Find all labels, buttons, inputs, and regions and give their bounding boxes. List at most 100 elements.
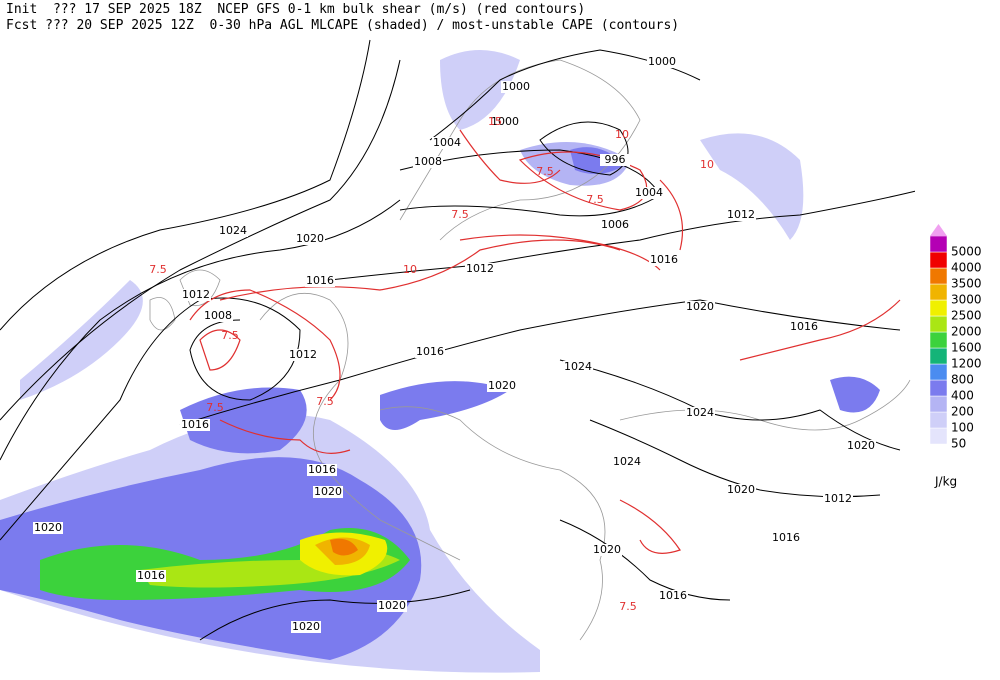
- shear-label: 10: [615, 128, 629, 141]
- isobars: [0, 39, 921, 641]
- isobar-label: 1006: [601, 218, 629, 231]
- label-bg: [218, 225, 248, 237]
- label-bg: [203, 310, 233, 322]
- label-bg: [685, 301, 715, 313]
- label-bg: [726, 484, 756, 496]
- isobar-label: 996: [605, 153, 626, 166]
- isobar-label: 1024: [613, 455, 641, 468]
- legend-label: 100: [951, 421, 974, 435]
- isobar-label: 1012: [289, 348, 317, 361]
- legend-label: 400: [951, 389, 974, 403]
- shear-label: 7.5: [316, 395, 334, 408]
- legend-label: 800: [951, 373, 974, 387]
- legend: 50 100 200 400 800 1200 1600 2000 2500 3000 3500 40…: [929, 224, 982, 489]
- isobar-label: 1020: [314, 485, 342, 498]
- label-bg: [415, 346, 445, 358]
- label-bg: [432, 137, 462, 149]
- isobar-label: 1016: [416, 345, 444, 358]
- shear-label: 7.5: [206, 401, 224, 414]
- legend-swatch: [929, 315, 948, 333]
- label-bg: [647, 56, 677, 68]
- isobar-label: 1016: [772, 531, 800, 544]
- isobar-label: 1020: [488, 379, 516, 392]
- legend-swatch: [929, 411, 948, 429]
- legend-label: 3000: [951, 293, 982, 307]
- label-bg: [181, 289, 211, 301]
- legend-label: 1600: [951, 341, 982, 355]
- label-bg: [634, 187, 664, 199]
- shear-label: 7.5: [586, 193, 604, 206]
- label-bg: [465, 263, 495, 275]
- label-bg: [490, 116, 520, 128]
- shear-label: 10: [403, 263, 417, 276]
- isobar-label: 1016: [308, 463, 336, 476]
- isobar-label: 1004: [433, 136, 461, 149]
- shear-label: 7.5: [536, 165, 554, 178]
- isobar-label: 1012: [182, 288, 210, 301]
- isobar-label: 1008: [414, 155, 442, 168]
- isobar-label: 1000: [491, 115, 519, 128]
- label-bg: [685, 407, 715, 419]
- legend-label: 2500: [951, 309, 982, 323]
- isobar-label: 1016: [137, 569, 165, 582]
- isobar-label: 1020: [378, 599, 406, 612]
- header-line: Fcst ??? 20 SEP 2025 12Z 0-30 hPa AGL ML…: [6, 18, 679, 33]
- isobar-label: 1020: [296, 232, 324, 245]
- legend-label: 1200: [951, 357, 982, 371]
- label-bg: [180, 419, 210, 431]
- isobar-label: 1012: [466, 262, 494, 275]
- isobar-label: 1020: [593, 543, 621, 556]
- label-bg: [789, 321, 819, 333]
- legend-label: 5000: [951, 245, 982, 259]
- shear-label: 7.5: [149, 263, 167, 276]
- isobar-label: 1016: [181, 418, 209, 431]
- isobar-label: 1008: [204, 309, 232, 322]
- legend-label: 50: [951, 437, 966, 451]
- shear-label: 10: [700, 158, 714, 171]
- coastlines: [149, 59, 911, 641]
- isobar-label: 1020: [292, 620, 320, 633]
- label-bg: [592, 544, 622, 556]
- label-bg: [823, 493, 853, 505]
- isobar-label: 1020: [847, 439, 875, 452]
- legend-swatch: [929, 427, 948, 445]
- isobar-label: 1020: [34, 521, 62, 534]
- legend-label: 3500: [951, 277, 982, 291]
- isobar-label: 1024: [564, 360, 592, 373]
- legend-arrow: [930, 224, 947, 236]
- isobar-label: 1016: [790, 320, 818, 333]
- label-bg: [291, 621, 321, 633]
- isobar-label: 1016: [650, 253, 678, 266]
- label-bg: [649, 254, 679, 266]
- label-bg: [501, 81, 531, 93]
- legend-swatch: [929, 363, 948, 381]
- isobar-label: 1016: [306, 274, 334, 287]
- isobar-label: 1000: [648, 55, 676, 68]
- isobar-label: 1012: [727, 208, 755, 221]
- label-bg: [600, 154, 630, 166]
- label-bg: [313, 486, 343, 498]
- isobar-label: 1020: [727, 483, 755, 496]
- label-bg: [288, 349, 318, 361]
- label-bg: [771, 532, 801, 544]
- label-bg: [846, 440, 876, 452]
- legend-swatch: [929, 379, 948, 397]
- isobar-label: 1020: [686, 300, 714, 313]
- legend-swatch: [929, 331, 948, 349]
- legend-label: 4000: [951, 261, 982, 275]
- legend-swatch: [929, 267, 948, 285]
- label-bg: [726, 209, 756, 221]
- isobar-label: 1000: [502, 80, 530, 93]
- legend-swatch: [929, 283, 948, 301]
- label-bg: [487, 380, 517, 392]
- label-bg: [136, 570, 166, 582]
- legend-label: 2000: [951, 325, 982, 339]
- label-bg: [612, 456, 642, 468]
- isobar-label: 1024: [686, 406, 714, 419]
- legend-unit: J/kg: [934, 475, 957, 489]
- shear-label: 7.5: [451, 208, 469, 221]
- legend-swatch: [929, 235, 948, 253]
